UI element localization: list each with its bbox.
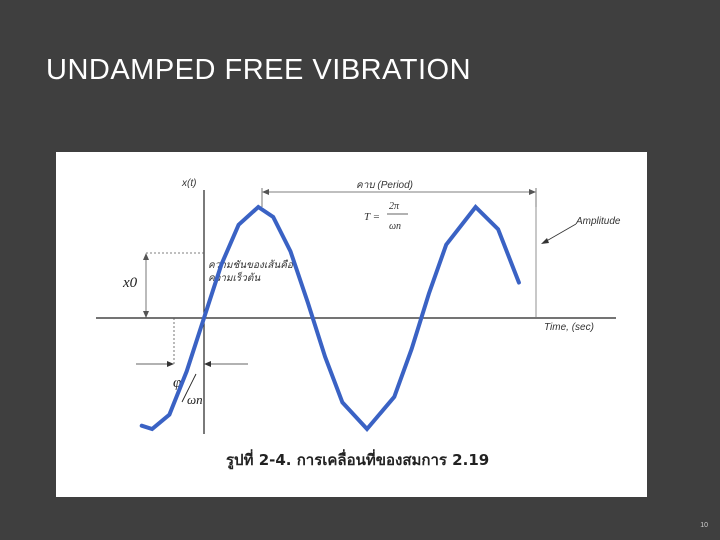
x0-arrow-head-bottom [143,311,149,318]
amplitude-pointer [542,223,577,244]
page-number: 10 [700,522,708,529]
y-axis-label: x(t) [181,178,196,189]
slope-label-line1: ความชันของเส้นคือ [208,259,294,271]
phase-arrow-right-head [204,361,211,367]
x0-arrow-head-top [143,253,149,260]
x0-label: x0 [122,275,138,291]
phase-numerator: φ [173,375,181,391]
period-label: คาบ (Period) [356,180,413,191]
period-arrow-right-head [529,189,536,195]
period-formula-denominator: ωn [389,221,401,232]
period-arrow-left-head [262,189,269,195]
amplitude-pointer-head [541,238,549,244]
vibration-figure: x(t) Time, (sec) คาบ (Period) T = 2π ωn … [56,152,647,497]
vibration-chart: x(t) Time, (sec) คาบ (Period) T = 2π ωn … [96,178,621,470]
period-formula-numerator: 2π [389,201,400,212]
phase-slash [181,373,197,403]
slope-label-line2: ความเร็วต้น [208,271,261,284]
slide-title: UNDAMPED FREE VIBRATION [46,54,472,86]
x-axis-label: Time, (sec) [544,322,594,333]
phase-arrow-left-head [167,361,174,367]
figure-caption: รูปที่ 2-4. การเคลื่อนที่ของสมการ 2.19 [226,449,489,470]
phase-denominator: ωn [187,392,203,407]
displacement-curve [139,203,521,433]
period-formula-t: T = [364,211,380,223]
amplitude-label: Amplitude [575,216,621,227]
